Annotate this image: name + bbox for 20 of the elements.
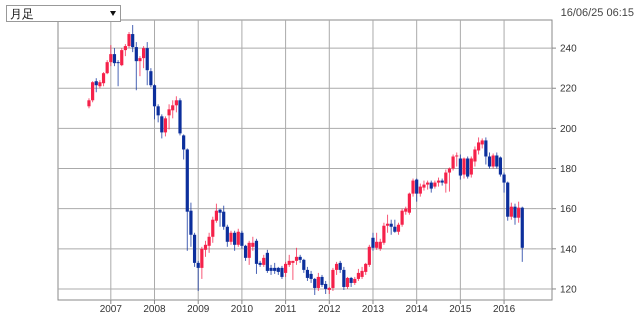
x-tick-label: 2015 bbox=[449, 304, 472, 315]
x-tick-label: 2008 bbox=[143, 304, 166, 315]
x-tick-label: 2013 bbox=[362, 304, 385, 315]
x-tick-label: 2014 bbox=[406, 304, 428, 315]
y-tick-label: 140 bbox=[560, 244, 578, 256]
x-tick-label: 2007 bbox=[100, 304, 122, 315]
y-tick-label: 200 bbox=[560, 124, 578, 135]
y-tick-label: 180 bbox=[560, 164, 578, 176]
x-tick-label: 2016 bbox=[492, 304, 516, 315]
period-select: 月足 bbox=[6, 5, 121, 22]
x-tick-label: 2011 bbox=[274, 304, 297, 315]
chart-title: 月足 bbox=[10, 7, 34, 21]
y-tick-label: 240 bbox=[560, 44, 578, 55]
text: 16/06/25 06:15 bbox=[560, 7, 634, 19]
x-tick-label: 2009 bbox=[187, 304, 210, 315]
x-tick-label: 2010 bbox=[230, 304, 254, 315]
y-tick-label: 220 bbox=[560, 84, 578, 95]
y-tick-label: 120 bbox=[560, 284, 578, 296]
x-tick-label: 2012 bbox=[318, 304, 341, 315]
y-tick-label: 160 bbox=[560, 204, 578, 216]
